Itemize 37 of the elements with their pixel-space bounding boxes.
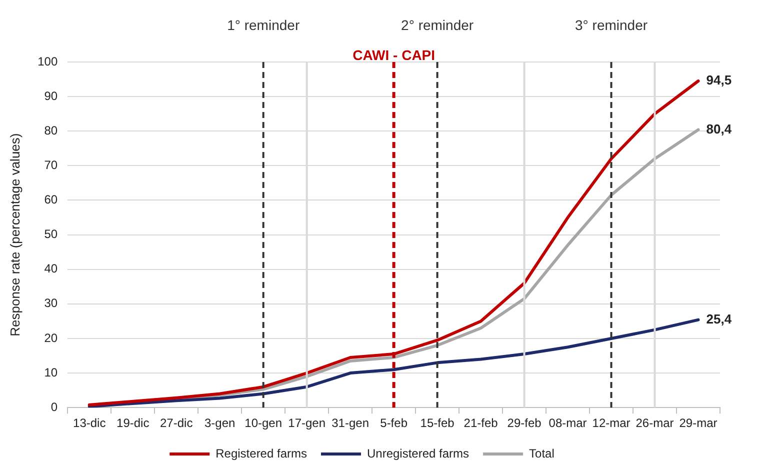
x-tick-label: 29-feb bbox=[507, 416, 542, 430]
x-tick-label: 26-mar bbox=[636, 416, 674, 430]
ref-line-label: 2° reminder bbox=[401, 16, 474, 33]
ref-line-label: 3° reminder bbox=[575, 16, 648, 33]
y-tick-label: 60 bbox=[44, 192, 58, 207]
data-label: 80,4 bbox=[706, 121, 732, 136]
data-label: 94,5 bbox=[706, 72, 732, 88]
x-tick-label: 27-dic bbox=[160, 416, 193, 430]
y-tick-label: 20 bbox=[44, 330, 58, 345]
x-tick-label: 21-feb bbox=[464, 416, 498, 430]
x-tick-label: 17-gen bbox=[288, 416, 326, 430]
y-tick-label: 30 bbox=[44, 296, 58, 310]
y-axis-title: Response rate (percentage values) bbox=[7, 133, 22, 336]
x-tick-label: 15-feb bbox=[420, 416, 455, 430]
legend-label: Total bbox=[529, 446, 554, 460]
y-tick-label: 10 bbox=[44, 365, 58, 380]
y-tick-label: 70 bbox=[44, 158, 58, 172]
y-tick-label: 80 bbox=[44, 123, 58, 138]
x-tick-label: 19-dic bbox=[116, 416, 150, 430]
x-tick-label: 12-mar bbox=[592, 416, 630, 430]
x-tick-label: 29-mar bbox=[679, 416, 718, 430]
legend-label: Registered farms bbox=[216, 446, 307, 460]
x-tick-label: 5-feb bbox=[380, 416, 408, 430]
x-tick-label: 31-gen bbox=[332, 416, 370, 430]
x-tick-label: 13-dic bbox=[73, 416, 106, 430]
legend-label: Unregistered farms bbox=[366, 446, 470, 460]
y-tick-label: 40 bbox=[44, 262, 58, 276]
ref-line-label: 1° reminder bbox=[227, 16, 300, 33]
x-tick-label: 08-mar bbox=[548, 416, 587, 430]
ref-line-label: CAWI - CAPI bbox=[352, 46, 436, 63]
x-tick-label: 10-gen bbox=[244, 416, 282, 430]
y-tick-label: 0 bbox=[50, 400, 58, 414]
y-tick-label: 50 bbox=[44, 227, 58, 242]
y-tick-label: 90 bbox=[44, 88, 58, 103]
x-tick-label: 3-gen bbox=[204, 416, 236, 430]
y-tick-label: 100 bbox=[38, 54, 58, 68]
data-label: 25,4 bbox=[706, 311, 732, 326]
